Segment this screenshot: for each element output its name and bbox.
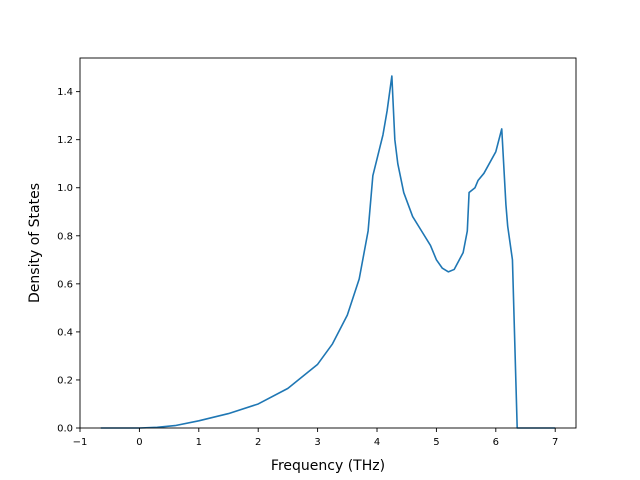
y-tick-label: 1.2	[57, 135, 73, 146]
y-tick-label: 1.0	[57, 183, 73, 194]
y-tick-label: 0.2	[57, 375, 73, 386]
x-tick-label: 5	[433, 437, 439, 448]
x-tick-label: 6	[493, 437, 499, 448]
dos-series-line	[100, 75, 556, 429]
x-tick-label: 4	[374, 437, 380, 448]
plot-area	[79, 57, 577, 429]
x-tick-label: 3	[314, 437, 320, 448]
x-tick-label: 2	[255, 437, 261, 448]
x-tick-label: 1	[196, 437, 202, 448]
x-tick-label: 7	[552, 437, 558, 448]
axis-ticks: −1 0 1 2 3 4 5 6 7 0.0 0.2 0.4 0.6 0.8 1.0 1.2 1.4	[57, 87, 558, 448]
x-tick-label: −1	[73, 437, 88, 448]
y-tick-label: 0.6	[57, 279, 73, 290]
y-tick-label: 0.4	[57, 327, 73, 338]
y-tick-label: 1.4	[57, 87, 73, 98]
x-tick-label: 0	[136, 437, 142, 448]
y-tick-label: 0.0	[57, 424, 73, 435]
y-axis-label: Density of States	[27, 183, 43, 303]
plot-frame	[79, 57, 577, 429]
x-axis-label: Frequency (THz)	[271, 458, 385, 474]
y-tick-label: 0.8	[57, 231, 73, 242]
